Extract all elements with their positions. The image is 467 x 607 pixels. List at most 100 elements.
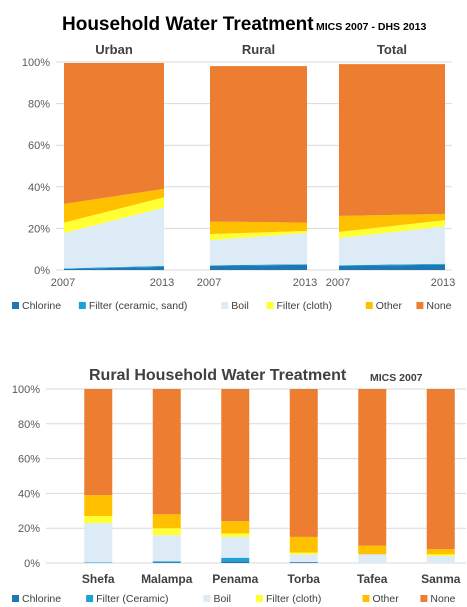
chart2-legend-item-boil: Boil [203, 593, 231, 605]
chart1-legend-item-none: None [416, 300, 452, 312]
bar-tafea-other [358, 545, 387, 555]
bar-torba-none [289, 389, 318, 537]
bar-sanma [426, 389, 455, 563]
bar-sanma-filter-cloth [426, 554, 455, 557]
chart1-y-tick-label: 20% [28, 223, 50, 235]
panel-urban: Urban 2007 2013 [51, 42, 174, 289]
chart2-legend-swatch-chlorine [12, 595, 19, 602]
chart1-legend-item-filter-cloth: Filter (cloth) [266, 300, 332, 312]
x-tick-label: 2007 [197, 277, 221, 289]
chart1-legend-item-filter-ceramic-sand: Filter (ceramic, sand) [78, 300, 188, 312]
area-rural-filter-ceramic-sand [210, 264, 307, 266]
chart1-y-tick-label: 100% [22, 57, 50, 69]
chart2-legend-label-filter-cloth: Filter (cloth) [266, 593, 321, 605]
chart2-legend-label-none: None [430, 593, 455, 605]
bar-torba-other [289, 536, 318, 553]
panel-rural: Rural 2007 2013 [197, 42, 317, 289]
area-urban-boil [64, 207, 164, 269]
chart2-y-tick-label: 20% [18, 523, 40, 535]
bar-torba-filter-cloth [289, 552, 318, 555]
chart2-legend-swatch-filter-cloth [255, 595, 263, 602]
x-tick-label: 2013 [431, 277, 455, 289]
x-tick-label: 2007 [326, 277, 350, 289]
chart1-panels: Urban 2007 2013 Rural 2007 2013 Total 2007 2013 [51, 42, 455, 289]
area-urban-filter-cloth [64, 197, 164, 233]
chart1-y-tick-label: 40% [28, 182, 50, 194]
bar-shefa-other [84, 495, 113, 517]
area-urban-chlorine [64, 266, 164, 270]
chart1-legend-swatch-chlorine [12, 302, 19, 309]
chart1-legend-label-filter-ceramic-sand: Filter (ceramic, sand) [89, 300, 188, 312]
chart1-y-tick-label: 60% [28, 140, 50, 152]
chart1-subtitle: MICS 2007 - DHS 2013 [316, 21, 426, 33]
chart2-x-axis: Shefa Malampa Penama Torba Tafea Sanma [82, 572, 461, 586]
bar-penama-filter-ceramic [221, 557, 250, 562]
bar-shefa-filter-ceramic [84, 562, 113, 563]
bar-penama [221, 389, 250, 563]
chart2-gridlines [46, 388, 466, 564]
chart2-legend-item-other: Other [362, 593, 399, 605]
chart2-legend-label-filter-ceramic: Filter (Ceramic) [96, 593, 168, 605]
area-rural-other [210, 221, 307, 235]
chart2-legend-item-chlorine: Chlorine [12, 593, 61, 605]
chart2-legend-label-other: Other [372, 593, 399, 605]
chart2-title: Rural Household Water Treatment [89, 367, 347, 384]
area-total-none [339, 64, 445, 216]
chart2-legend-label-boil: Boil [213, 593, 231, 605]
chart1-legend-label-boil: Boil [231, 300, 249, 312]
chart2-legend-swatch-boil [203, 595, 211, 602]
chart1-legend-swatch-filter-ceramic-sand [78, 302, 86, 309]
bar-tafea-boil [358, 554, 387, 563]
chart2-y-tick-label: 0% [24, 558, 40, 570]
chart2-bars [84, 389, 455, 563]
bar-tafea-none [358, 389, 387, 546]
panel-label-total: Total [377, 42, 407, 57]
area-urban-other [64, 188, 164, 223]
chart1-legend-swatch-boil [221, 302, 229, 309]
bar-malampa-other [152, 514, 181, 529]
chart1-legend-swatch-none [416, 302, 424, 309]
chart1-legend-swatch-other [365, 302, 373, 309]
chart1-legend-item-chlorine: Chlorine [12, 300, 61, 312]
bar-malampa-filter-ceramic [152, 561, 181, 563]
bar-sanma-boil [426, 556, 455, 563]
chart2-legend-item-none: None [420, 593, 456, 605]
bar-malampa-chlorine [152, 562, 181, 563]
x-category-label: Tafea [357, 572, 388, 586]
bar-shefa [84, 389, 113, 563]
chart1-legend-swatch-filter-cloth [266, 302, 274, 309]
chart1-legend-label-none: None [426, 300, 451, 312]
bar-torba-boil [289, 554, 318, 563]
chart2-y-tick-label: 80% [18, 419, 40, 431]
area-total-chlorine [339, 264, 445, 270]
panel-total: Total 2007 2013 [326, 42, 455, 289]
bar-penama-other [221, 521, 250, 534]
x-tick-label: 2013 [150, 277, 174, 289]
chart1-legend-label-other: Other [376, 300, 403, 312]
bar-malampa-filter-cloth [152, 528, 181, 536]
bar-tafea [358, 389, 387, 563]
chart1-y-axis: 0% 20% 40% 60% 80% 100% [22, 57, 50, 277]
bar-torba [289, 389, 318, 563]
bar-penama-chlorine [221, 561, 250, 563]
bar-shefa-filter-cloth [84, 516, 113, 523]
area-rural-none [210, 66, 307, 223]
x-category-label: Malampa [141, 572, 193, 586]
area-rural-chlorine [210, 264, 307, 270]
chart1-y-tick-label: 80% [28, 99, 50, 111]
area-urban-filter-ceramic-sand [64, 265, 164, 269]
panel-label-rural: Rural [242, 42, 275, 57]
bar-malampa-none [152, 389, 181, 515]
chart1-legend: Chlorine Filter (ceramic, sand) Boil Filter… [12, 300, 452, 312]
chart1-title: Household Water Treatment [62, 14, 314, 35]
chart2-y-tick-label: 60% [18, 454, 40, 466]
x-category-label: Penama [212, 572, 258, 586]
chart2-y-axis: 0% 20% 40% 60% 80% 100% [12, 384, 40, 570]
chart2-legend-item-filter-cloth: Filter (cloth) [255, 593, 321, 605]
bar-penama-none [221, 389, 250, 522]
x-tick-label: 2007 [51, 277, 75, 289]
area-urban-none [64, 63, 164, 204]
x-category-label: Sanma [421, 572, 461, 586]
chart1-legend-label-chlorine: Chlorine [22, 300, 61, 312]
bar-malampa [152, 389, 181, 563]
